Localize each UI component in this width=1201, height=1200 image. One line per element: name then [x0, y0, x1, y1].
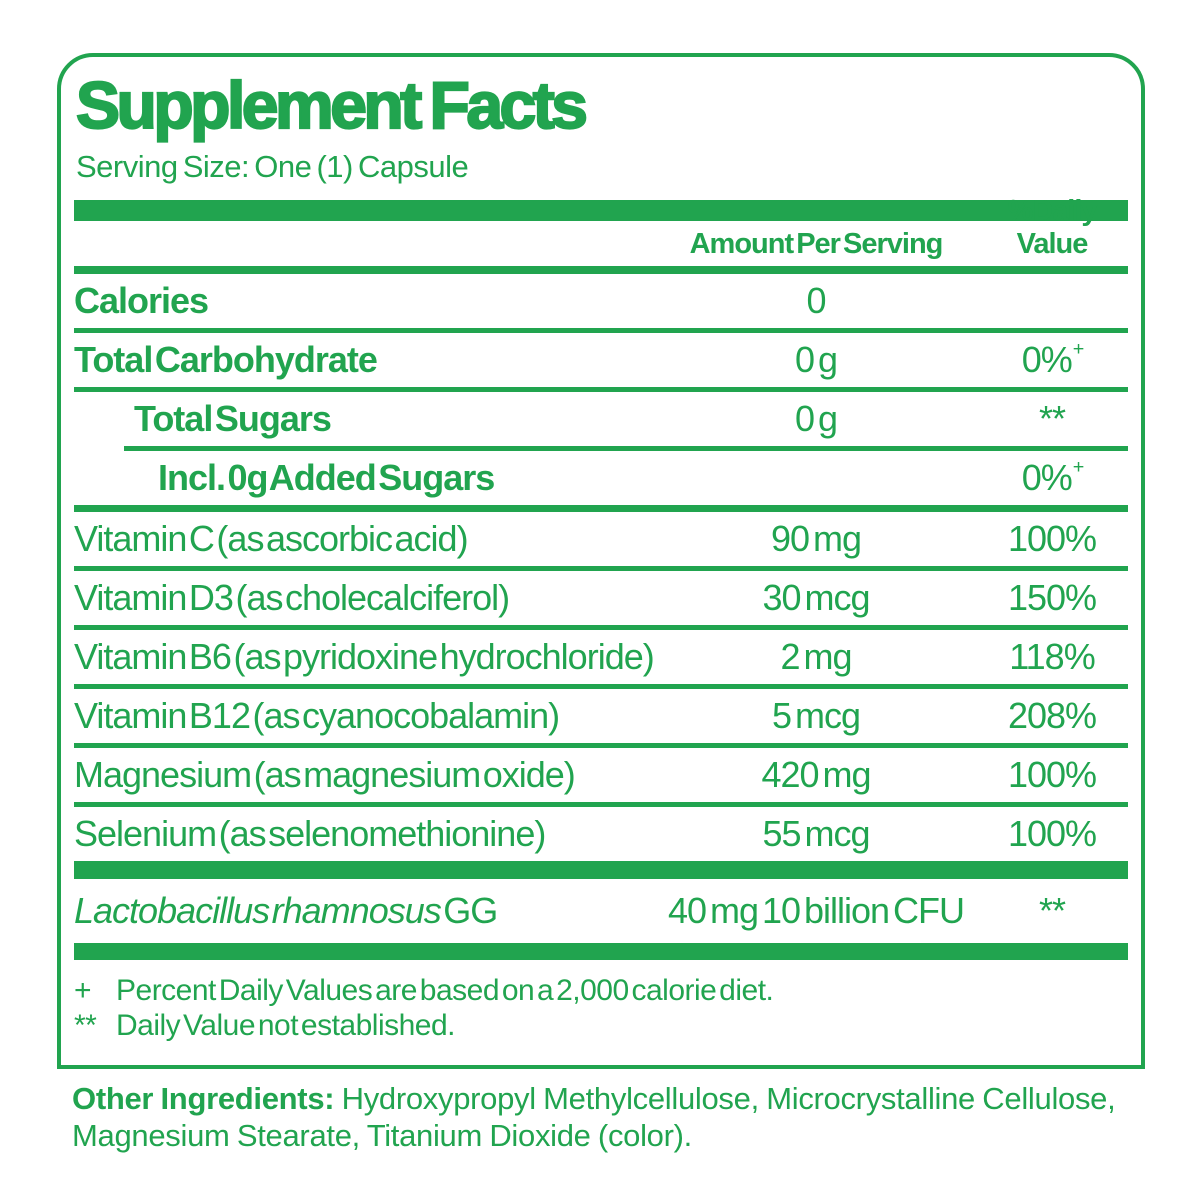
nutrient-dv: 0%+ — [1021, 455, 1085, 498]
nutrient-dv: 100% — [1007, 753, 1097, 795]
footnote-marker: + — [1072, 337, 1085, 360]
footnote-text: Percent Daily Values are based on a 2,00… — [116, 973, 774, 1007]
nutrient-amount: 30 mcg — [762, 576, 870, 618]
nutrient-amount: 90 mg — [770, 517, 862, 559]
divider — [74, 801, 1128, 807]
footnote-marker: + — [1072, 455, 1085, 478]
nutrient-name: Incl. 0g Added Sugars — [158, 456, 495, 498]
divider — [74, 265, 1128, 274]
section-bar-bottom — [74, 942, 1128, 960]
nutrient-row-probiotic: Lactobacillus rhamnosus GG 40 mg 10 bill… — [74, 879, 1128, 943]
nutrient-name: Total Carbohydrate — [74, 338, 378, 380]
divider — [74, 565, 1128, 571]
section-bar-middle — [74, 860, 1128, 879]
nutrient-amount: 0 g — [794, 397, 838, 439]
footnote-daily-values: + Percent Daily Values are based on a 2,… — [74, 973, 1128, 1008]
section-bar-top — [74, 199, 1128, 221]
nutrient-name: Vitamin C (as ascorbic acid) — [74, 517, 469, 559]
nutrient-dv: ** — [1038, 889, 1066, 931]
divider — [74, 504, 1128, 512]
strain-suffix: GG — [440, 889, 498, 931]
other-ingredients-label: Other Ingredients: — [72, 1081, 335, 1116]
panel-title: Supplement Facts — [75, 68, 589, 142]
nutrient-amount: 2 mg — [780, 635, 853, 677]
nutrient-name: Calories — [74, 279, 209, 321]
nutrient-dv: 100% — [1007, 517, 1097, 559]
other-ingredients-text: Hydroxypropyl Methylcellulose, Microcrys… — [72, 1081, 1116, 1153]
nutrient-dv: 0%+ — [1021, 337, 1085, 380]
footnote-marker: + — [74, 973, 92, 1007]
nutrient-amount: 5 mcg — [772, 694, 861, 736]
nutrient-row-magnesium: Magnesium (as magnesium oxide) 420 mg 10… — [74, 748, 1128, 802]
nutrient-row-selenium: Selenium (as selenomethionine) 55 mcg 10… — [74, 807, 1128, 861]
footnote-not-established: ** Daily Value not established. — [74, 1008, 1128, 1043]
supplement-facts-panel: Supplement Facts Serving Size: One (1) C… — [57, 53, 1145, 1069]
nutrient-row-total-carbohydrate: Total Carbohydrate 0 g 0%+ — [74, 333, 1128, 387]
nutrient-name: Total Sugars — [134, 397, 332, 439]
nutrient-amount: 55 mcg — [762, 812, 870, 854]
nutrient-amount: 40 mg 10 billion CFU — [668, 889, 965, 931]
nutrient-dv: ** — [1038, 397, 1066, 439]
divider — [74, 624, 1128, 630]
divider — [74, 683, 1128, 689]
nutrient-row-vitamin-b6: Vitamin B6 (as pyridoxine hydrochloride)… — [74, 630, 1128, 684]
nutrient-dv: 150% — [1007, 576, 1097, 618]
footnote-text: Daily Value not established. — [116, 1008, 456, 1042]
nutrient-name: Lactobacillus rhamnosus GG — [74, 890, 656, 932]
other-ingredients: Other Ingredients: Hydroxypropyl Methylc… — [72, 1080, 1140, 1154]
divider-indented — [124, 445, 1128, 451]
nutrient-amount: 420 mg — [761, 753, 871, 795]
nutrient-amount: 0 — [806, 279, 826, 321]
nutrient-name: Magnesium (as magnesium oxide) — [74, 753, 576, 795]
column-header-row: Amount Per Serving %Daily Value — [74, 195, 1128, 266]
divider — [74, 386, 1128, 392]
latin-species-name: Lactobacillus rhamnosus — [74, 889, 442, 931]
amount-per-serving-header: Amount Per Serving — [689, 227, 944, 260]
nutrient-row-vitamin-d3: Vitamin D3 (as cholecalciferol) 30 mcg 1… — [74, 571, 1128, 625]
serving-size: Serving Size: One (1) Capsule — [76, 148, 469, 184]
nutrient-dv: 208% — [1007, 694, 1097, 736]
nutrient-name: Vitamin B6 (as pyridoxine hydrochloride) — [74, 635, 655, 677]
nutrient-dv: 100% — [1007, 812, 1097, 854]
divider — [74, 742, 1128, 748]
nutrient-row-vitamin-b12: Vitamin B12 (as cyanocobalamin) 5 mcg 20… — [74, 689, 1128, 743]
nutrient-amount: 0 g — [794, 338, 838, 380]
nutrient-row-calories: Calories 0 — [74, 274, 1128, 328]
footnotes: + Percent Daily Values are based on a 2,… — [74, 973, 1128, 1043]
divider — [74, 327, 1128, 333]
nutrient-name: Selenium (as selenomethionine) — [74, 812, 546, 854]
nutrient-name: Vitamin D3 (as cholecalciferol) — [74, 576, 510, 618]
footnote-marker: ** — [74, 1008, 97, 1042]
nutrient-row-total-sugars: Total Sugars 0 g ** — [74, 392, 1128, 446]
nutrient-row-vitamin-c: Vitamin C (as ascorbic acid) 90 mg 100% — [74, 512, 1128, 566]
nutrient-name: Vitamin B12 (as cyanocobalamin) — [74, 694, 560, 736]
nutrient-dv: 118% — [1009, 635, 1095, 677]
nutrient-row-added-sugars: Incl. 0g Added Sugars 0%+ — [74, 451, 1128, 505]
daily-value-header: %Daily Value — [1007, 194, 1097, 260]
